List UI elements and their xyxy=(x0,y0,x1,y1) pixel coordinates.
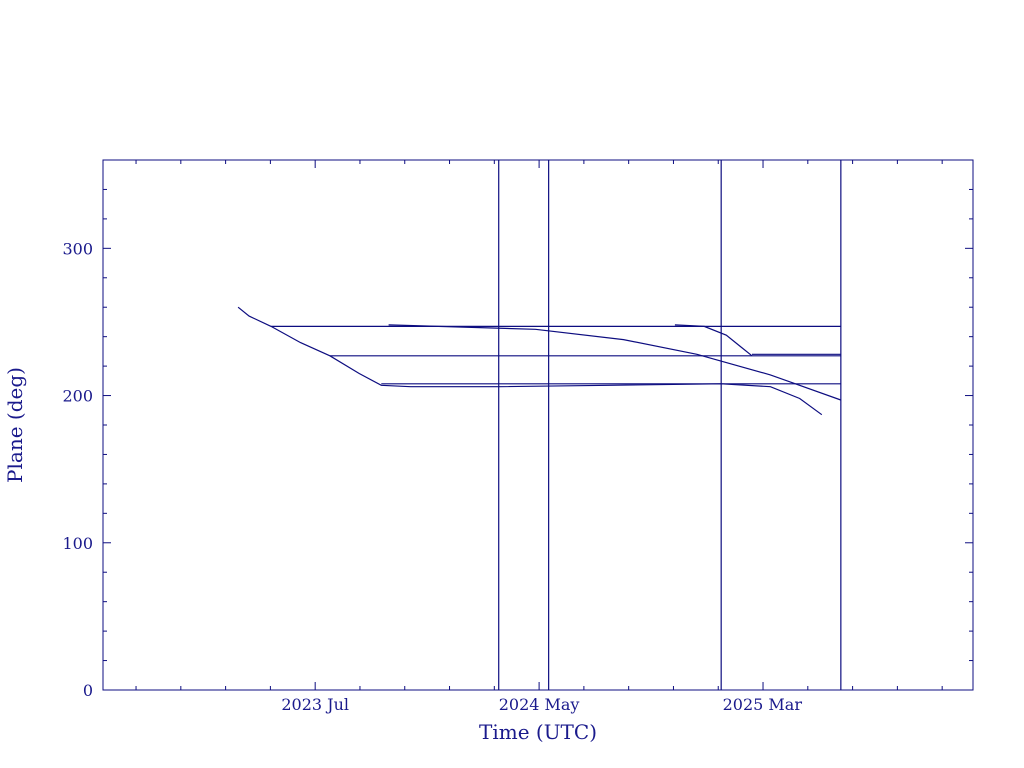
x-tick-label: 2025 Mar xyxy=(723,695,803,714)
y-tick-label: 100 xyxy=(62,534,93,553)
x-axis-label: Time (UTC) xyxy=(479,720,597,744)
y-axis-label: Plane (deg) xyxy=(3,367,27,483)
series-line xyxy=(674,324,753,357)
x-tick-labels: 2023 Jul 2024 May 2025 Mar xyxy=(281,695,802,714)
series-group xyxy=(237,306,842,416)
minor-ticks xyxy=(103,159,973,691)
x-tick-label: 2023 Jul xyxy=(281,695,349,714)
series-line xyxy=(237,306,823,416)
y-tick-label: 300 xyxy=(62,239,93,258)
y-tick-label: 0 xyxy=(83,681,93,700)
series-line xyxy=(388,324,842,401)
y-tick-label: 200 xyxy=(62,387,93,406)
plot-frame xyxy=(102,159,974,691)
x-tick-label: 2024 May xyxy=(499,695,580,714)
y-tick-labels: 0 100 200 300 xyxy=(62,239,93,700)
vertical-lines xyxy=(498,160,842,690)
